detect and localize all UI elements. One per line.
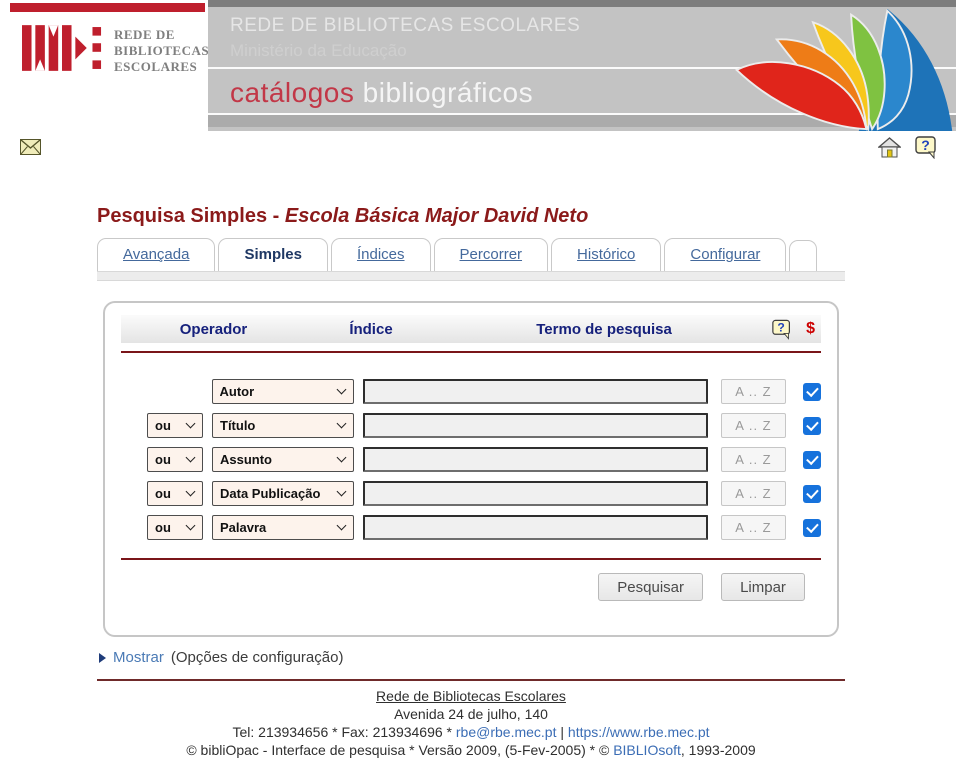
- row-checkbox-5[interactable]: [803, 518, 822, 537]
- maroon-rule-bottom: [121, 558, 821, 560]
- row-checkbox-3[interactable]: [803, 450, 822, 469]
- banner-bottom-strip: [208, 115, 956, 127]
- tab-indices[interactable]: Índices: [330, 238, 431, 271]
- operator-select-3[interactable]: ou: [147, 447, 203, 472]
- search-tabs: Avançada Simples Índices Percorrer Histó…: [97, 238, 845, 271]
- column-index: Índice: [349, 320, 393, 338]
- expand-triangle-icon: [99, 652, 106, 663]
- banner-line2: Ministério da Educação: [230, 41, 407, 60]
- term-input-5[interactable]: [363, 515, 708, 540]
- mostrar-link[interactable]: Mostrar: [113, 649, 164, 666]
- dollar-icon[interactable]: $: [806, 320, 815, 337]
- svg-text:?: ?: [921, 137, 930, 153]
- footer: Rede de Bibliotecas Escolares Avenida 24…: [97, 687, 845, 759]
- footer-email-link[interactable]: rbe@rbe.mec.pt: [455, 724, 557, 740]
- column-term: Termo de pesquisa: [536, 320, 672, 338]
- search-panel: Operador Índice Termo de pesquisa ? $: [103, 301, 839, 637]
- tab-avancada[interactable]: Avançada: [97, 238, 216, 271]
- svg-text:?: ?: [778, 320, 785, 334]
- az-browse-button-1[interactable]: A .. Z: [720, 379, 787, 404]
- az-browse-button-4[interactable]: A .. Z: [720, 481, 787, 506]
- row-checkbox-1[interactable]: [803, 382, 821, 401]
- operator-select-4[interactable]: ou: [147, 481, 203, 506]
- bibliosoft-link[interactable]: BIBLIOsoft: [613, 742, 681, 758]
- rbe-logo-icon: [22, 24, 102, 77]
- tab-historico[interactable]: Histórico: [551, 238, 662, 271]
- banner-title-bibliograficos: bibliográficos: [362, 77, 534, 108]
- search-row-4: ou Data Publicação A .. Z: [147, 481, 822, 506]
- az-browse-button-3[interactable]: A .. Z: [720, 447, 787, 472]
- logo-brand-text: REDE DE BIBLIOTECAS ESCOLARES: [114, 26, 210, 74]
- page-title: Pesquisa Simples - Escola Básica Major D…: [97, 205, 589, 227]
- row-checkbox-4[interactable]: [803, 484, 822, 503]
- tab-stub: [789, 240, 818, 271]
- footer-copyright: © bibliOpac - Interface de pesquisa * Ve…: [186, 742, 756, 758]
- az-browse-button-5[interactable]: A .. Z: [720, 515, 787, 540]
- form-help-icon[interactable]: ?: [772, 319, 792, 340]
- tab-configurar[interactable]: Configurar: [664, 238, 787, 271]
- search-row-2: ou Título A .. Z: [147, 413, 822, 438]
- index-select-2[interactable]: Título: [212, 413, 354, 438]
- help-icon[interactable]: ?: [915, 135, 938, 159]
- utility-icon-row: ?: [0, 131, 956, 163]
- rbe-logo: REDE DE BIBLIOTECAS ESCOLARES: [0, 0, 210, 131]
- footer-rule: [97, 679, 845, 681]
- banner: REDE DE BIBLIOTECAS ESCOLARES Ministério…: [208, 0, 956, 131]
- clear-button[interactable]: Limpar: [721, 573, 805, 601]
- footer-org-link[interactable]: Rede de Bibliotecas Escolares: [376, 688, 566, 704]
- banner-title-catalogos: catálogos: [230, 77, 355, 108]
- banner-line1: REDE DE BIBLIOTECAS ESCOLARES: [230, 15, 581, 36]
- term-input-2[interactable]: [363, 413, 708, 438]
- column-operator: Operador: [179, 320, 248, 338]
- footer-contact: Tel: 213934656 * Fax: 213934696 * rbe@rb…: [232, 724, 710, 740]
- search-row-5: ou Palavra A .. Z: [147, 515, 822, 540]
- tab-simples[interactable]: Simples: [218, 238, 328, 271]
- term-input-1[interactable]: [362, 379, 708, 404]
- maroon-rule-top: [121, 351, 821, 353]
- index-select-3[interactable]: Assunto: [212, 447, 354, 472]
- logo-red-bar: [10, 3, 205, 12]
- mail-icon[interactable]: [20, 139, 41, 155]
- form-header-row: Operador Índice Termo de pesquisa ? $: [121, 315, 821, 343]
- footer-address: Avenida 24 de julho, 140: [394, 706, 548, 722]
- index-select-1[interactable]: Autor: [211, 379, 354, 404]
- index-select-5[interactable]: Palavra: [212, 515, 354, 540]
- page-header: REDE DE BIBLIOTECAS ESCOLARES REDE DE BI…: [0, 0, 956, 131]
- home-icon[interactable]: [878, 136, 901, 158]
- tab-strip: [97, 271, 845, 281]
- banner-top-strip: [208, 0, 956, 7]
- search-row-1: Autor A .. Z: [147, 379, 821, 404]
- row-checkbox-2[interactable]: [803, 416, 822, 435]
- search-row-3: ou Assunto A .. Z: [147, 447, 822, 472]
- az-browse-button-2[interactable]: A .. Z: [720, 413, 787, 438]
- footer-url-link[interactable]: https://www.rbe.mec.pt: [567, 724, 710, 740]
- config-options-label: (Opções de configuração): [170, 649, 344, 666]
- term-input-4[interactable]: [363, 481, 708, 506]
- index-select-4[interactable]: Data Publicação: [212, 481, 354, 506]
- term-input-3[interactable]: [363, 447, 708, 472]
- tab-percorrer[interactable]: Percorrer: [433, 238, 549, 271]
- operator-select-2[interactable]: ou: [147, 413, 203, 438]
- config-options-row: Mostrar (Opções de configuração): [97, 649, 845, 666]
- operator-select-5[interactable]: ou: [147, 515, 203, 540]
- search-button[interactable]: Pesquisar: [598, 573, 703, 601]
